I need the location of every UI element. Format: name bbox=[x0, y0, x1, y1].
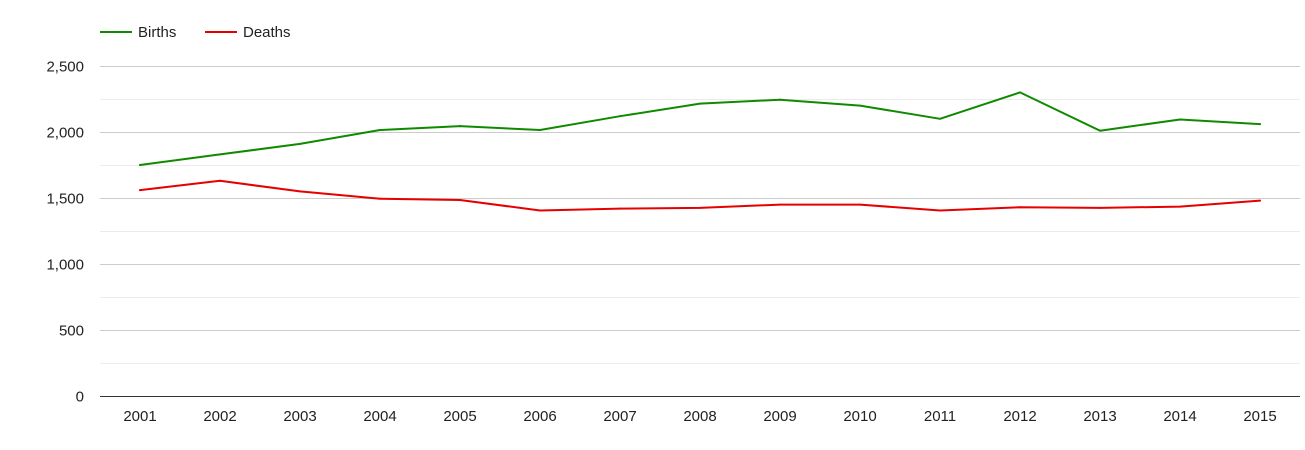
y-tick-label: 500 bbox=[59, 323, 84, 340]
data-point-deaths[interactable] bbox=[779, 203, 781, 206]
data-point-births[interactable] bbox=[1099, 129, 1101, 132]
y-tick-label: 1,000 bbox=[46, 257, 84, 274]
legend-item-deaths[interactable]: Deaths bbox=[205, 24, 291, 41]
x-tick-label: 2004 bbox=[363, 408, 396, 425]
x-tick-label: 2014 bbox=[1163, 408, 1196, 425]
data-point-births[interactable] bbox=[379, 129, 381, 132]
x-tick-label: 2007 bbox=[603, 408, 636, 425]
data-point-deaths[interactable] bbox=[939, 209, 941, 212]
data-point-deaths[interactable] bbox=[699, 206, 701, 209]
data-point-deaths[interactable] bbox=[619, 207, 621, 210]
legend-item-births[interactable]: Births bbox=[100, 24, 176, 41]
data-point-births[interactable] bbox=[939, 117, 941, 120]
y-tick-label: 1,500 bbox=[46, 191, 84, 208]
data-point-deaths[interactable] bbox=[539, 209, 541, 212]
x-tick-label: 2008 bbox=[683, 408, 716, 425]
data-point-deaths[interactable] bbox=[859, 203, 861, 206]
data-point-deaths[interactable] bbox=[219, 179, 221, 182]
x-tick-label: 2006 bbox=[523, 408, 556, 425]
y-tick-label: 2,500 bbox=[46, 59, 84, 76]
x-tick-label: 2003 bbox=[283, 408, 316, 425]
data-point-deaths[interactable] bbox=[299, 190, 301, 193]
x-tick-label: 2009 bbox=[763, 408, 796, 425]
series-lines bbox=[139, 91, 1261, 212]
x-tick-label: 2002 bbox=[203, 408, 236, 425]
data-point-deaths[interactable] bbox=[1019, 206, 1021, 209]
data-point-births[interactable] bbox=[539, 129, 541, 132]
data-point-births[interactable] bbox=[1019, 91, 1021, 94]
data-point-deaths[interactable] bbox=[1099, 206, 1101, 209]
x-tick-label: 2010 bbox=[843, 408, 876, 425]
data-point-deaths[interactable] bbox=[459, 198, 461, 201]
x-tick-label: 2012 bbox=[1003, 408, 1036, 425]
data-point-deaths[interactable] bbox=[1259, 199, 1261, 202]
data-point-deaths[interactable] bbox=[139, 189, 141, 192]
axes: 0 500 1,000 1,500 2,000 2,500 2001 2002 2003 2004… bbox=[46, 59, 1300, 425]
data-point-births[interactable] bbox=[859, 104, 861, 107]
x-tick-label: 2011 bbox=[924, 408, 956, 425]
data-point-births[interactable] bbox=[779, 98, 781, 101]
y-tick-label: 0 bbox=[76, 389, 84, 406]
x-tick-label: 2015 bbox=[1243, 408, 1276, 425]
data-point-births[interactable] bbox=[1259, 123, 1261, 126]
y-tick-label: 2,000 bbox=[46, 125, 84, 142]
data-point-births[interactable] bbox=[459, 125, 461, 128]
data-point-births[interactable] bbox=[699, 102, 701, 105]
x-tick-label: 2001 bbox=[123, 408, 156, 425]
data-point-deaths[interactable] bbox=[1179, 205, 1181, 208]
data-point-deaths[interactable] bbox=[379, 197, 381, 200]
data-point-births[interactable] bbox=[299, 142, 301, 145]
grid-lines bbox=[100, 66, 1300, 364]
data-point-births[interactable] bbox=[139, 164, 141, 166]
series-line-deaths[interactable] bbox=[139, 179, 1261, 212]
x-tick-label: 2013 bbox=[1083, 408, 1116, 425]
legend-label-births: Births bbox=[138, 24, 176, 41]
legend-label-deaths: Deaths bbox=[243, 24, 291, 41]
x-tick-label: 2005 bbox=[443, 408, 476, 425]
data-point-births[interactable] bbox=[619, 115, 621, 118]
data-point-births[interactable] bbox=[219, 153, 221, 156]
data-point-births[interactable] bbox=[1179, 118, 1181, 121]
legend: Births Deaths bbox=[100, 24, 291, 41]
